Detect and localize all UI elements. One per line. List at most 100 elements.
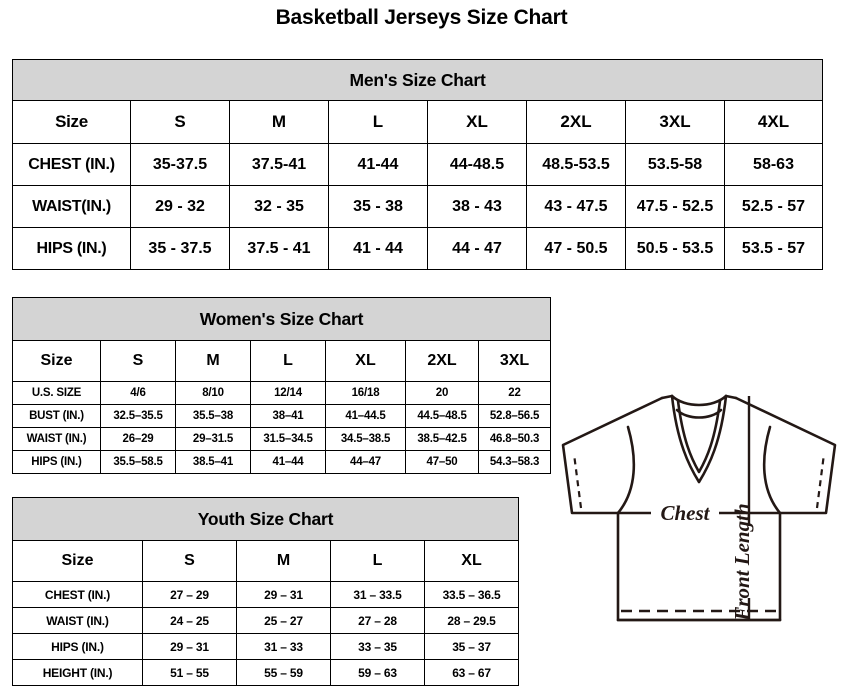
youth-chart-title: Youth Size Chart xyxy=(11,497,520,541)
mens-header-row: Size S M L XL 2XL 3XL 4XL xyxy=(12,100,824,144)
jersey-vneck-inner xyxy=(676,399,722,474)
table-cell: 20 xyxy=(405,381,479,405)
table-cell: 41–44.5 xyxy=(325,404,406,428)
table-cell: 32 - 35 xyxy=(229,185,329,228)
table-cell: 16/18 xyxy=(325,381,406,405)
table-cell: 4/6 xyxy=(100,381,176,405)
jersey-left-shoulder xyxy=(660,394,674,400)
womens-header-xl: XL xyxy=(325,340,406,382)
mens-header-m: M xyxy=(229,100,329,144)
jersey-left-sleeve xyxy=(561,396,664,515)
table-cell: 58-63 xyxy=(723,143,824,186)
table-cell: 31.5–34.5 xyxy=(250,427,326,451)
table-cell: 31 – 33 xyxy=(236,633,331,660)
table-cell: 27 – 29 xyxy=(142,581,237,608)
table-cell: 47 - 50.5 xyxy=(526,227,626,270)
page-title: Basketball Jerseys Size Chart xyxy=(275,6,568,29)
table-row: HIPS (IN.) 35.5–58.5 38.5–41 41–44 44–47… xyxy=(12,450,551,474)
jersey-right-sleeve-hem-dash xyxy=(815,453,826,509)
womens-row-label-bust: BUST (IN.) xyxy=(12,404,101,428)
table-cell: 52.5 - 57 xyxy=(723,185,824,228)
jersey-left-armhole xyxy=(616,425,636,515)
front-length-measure-label: Front Length xyxy=(730,503,754,621)
youth-chart-title-row: Youth Size Chart xyxy=(11,497,520,541)
mens-header-3xl: 3XL xyxy=(625,100,725,144)
table-row: CHEST (IN.) 27 – 29 29 – 31 31 – 33.5 33… xyxy=(12,581,520,608)
jersey-outline xyxy=(561,394,837,622)
table-row: WAIST (IN.) 26–29 29–31.5 31.5–34.5 34.5… xyxy=(12,427,551,451)
youth-row-label-height: HEIGHT (IN.) xyxy=(12,659,143,686)
table-cell: 44-48.5 xyxy=(427,143,527,186)
youth-row-label-chest: CHEST (IN.) xyxy=(12,581,143,608)
youth-row-label-hips: HIPS (IN.) xyxy=(12,633,143,660)
womens-header-row: Size S M L XL 2XL 3XL xyxy=(12,340,551,382)
table-cell: 35.5–58.5 xyxy=(100,450,176,474)
jersey-right-sleeve xyxy=(734,396,837,515)
table-cell: 29 – 31 xyxy=(142,633,237,660)
table-cell: 34.5–38.5 xyxy=(325,427,406,451)
jersey-vneck-outer xyxy=(670,394,728,484)
table-cell: 41–44 xyxy=(250,450,326,474)
table-cell: 44–47 xyxy=(325,450,406,474)
table-row: WAIST (IN.) 24 – 25 25 – 27 27 – 28 28 –… xyxy=(12,607,520,634)
jersey-left-sleeve-hem-dash xyxy=(572,453,583,509)
table-row: WAIST(IN.) 29 - 32 32 - 35 35 - 38 38 - … xyxy=(12,185,824,228)
table-row: CHEST (IN.) 35-37.5 37.5-41 41-44 44-48.… xyxy=(12,143,824,186)
table-cell: 35 - 37.5 xyxy=(130,227,230,270)
table-cell: 53.5-58 xyxy=(625,143,725,186)
table-cell: 44.5–48.5 xyxy=(405,404,479,428)
table-cell: 41 - 44 xyxy=(328,227,428,270)
table-cell: 31 – 33.5 xyxy=(330,581,425,608)
womens-header-3xl: 3XL xyxy=(478,340,551,382)
womens-row-label-waist: WAIST (IN.) xyxy=(12,427,101,451)
youth-header-xl: XL xyxy=(423,540,520,582)
mens-header-4xl: 4XL xyxy=(723,100,824,144)
table-cell: 26–29 xyxy=(100,427,176,451)
youth-header-row: Size S M L XL xyxy=(12,540,520,582)
mens-row-label-chest: CHEST (IN.) xyxy=(12,143,131,186)
table-cell: 24 – 25 xyxy=(142,607,237,634)
jersey-right-armhole xyxy=(762,425,782,515)
mens-chart-title: Men's Size Chart xyxy=(11,59,824,101)
table-cell: 32.5–35.5 xyxy=(100,404,176,428)
jersey-collar-arc-inner xyxy=(675,408,723,419)
womens-chart-title: Women's Size Chart xyxy=(12,297,551,341)
table-row: U.S. SIZE 4/6 8/10 12/14 16/18 20 22 xyxy=(12,381,551,405)
table-cell: 35 - 38 xyxy=(328,185,428,228)
table-cell: 54.3–58.3 xyxy=(478,450,551,474)
table-row: HIPS (IN.) 29 – 31 31 – 33 33 – 35 35 – … xyxy=(12,633,520,660)
table-cell: 46.8–50.3 xyxy=(478,427,551,451)
table-row: HEIGHT (IN.) 51 – 55 55 – 59 59 – 63 63 … xyxy=(12,659,520,686)
table-cell: 37.5 - 41 xyxy=(229,227,329,270)
table-cell: 53.5 - 57 xyxy=(723,227,824,270)
table-cell: 12/14 xyxy=(250,381,326,405)
mens-chart-title-row: Men's Size Chart xyxy=(11,59,824,101)
mens-header-s: S xyxy=(130,100,230,144)
table-cell: 50.5 - 53.5 xyxy=(625,227,725,270)
youth-row-label-waist: WAIST (IN.) xyxy=(12,607,143,634)
womens-header-l: L xyxy=(250,340,326,382)
table-cell: 25 – 27 xyxy=(236,607,331,634)
womens-header-m: M xyxy=(175,340,251,382)
table-cell: 29–31.5 xyxy=(175,427,251,451)
jersey-illustration-svg: Chest Front Length xyxy=(561,394,837,622)
mens-header-size: Size xyxy=(12,100,131,144)
youth-size-chart-table: Youth Size Chart Size S M L XL CHEST (IN… xyxy=(11,497,520,686)
table-row: HIPS (IN.) 35 - 37.5 37.5 - 41 41 - 44 4… xyxy=(12,227,824,270)
jersey-measurement-diagram: Chest Front Length xyxy=(525,330,840,675)
table-cell: 43 - 47.5 xyxy=(526,185,626,228)
womens-header-s: S xyxy=(100,340,176,382)
table-cell: 35.5–38 xyxy=(175,404,251,428)
womens-size-chart-table: Women's Size Chart Size S M L XL 2XL 3XL… xyxy=(12,297,551,474)
mens-row-label-waist: WAIST(IN.) xyxy=(12,185,131,228)
womens-header-size: Size xyxy=(12,340,101,382)
table-cell: 48.5-53.5 xyxy=(526,143,626,186)
table-cell: 38–41 xyxy=(250,404,326,428)
womens-chart-title-row: Women's Size Chart xyxy=(12,297,551,341)
table-cell: 51 – 55 xyxy=(142,659,237,686)
table-cell: 38 - 43 xyxy=(427,185,527,228)
womens-header-2xl: 2XL xyxy=(405,340,479,382)
table-cell: 47.5 - 52.5 xyxy=(625,185,725,228)
jersey-collar-arc-outer xyxy=(670,394,728,407)
womens-row-label-hips: HIPS (IN.) xyxy=(12,450,101,474)
